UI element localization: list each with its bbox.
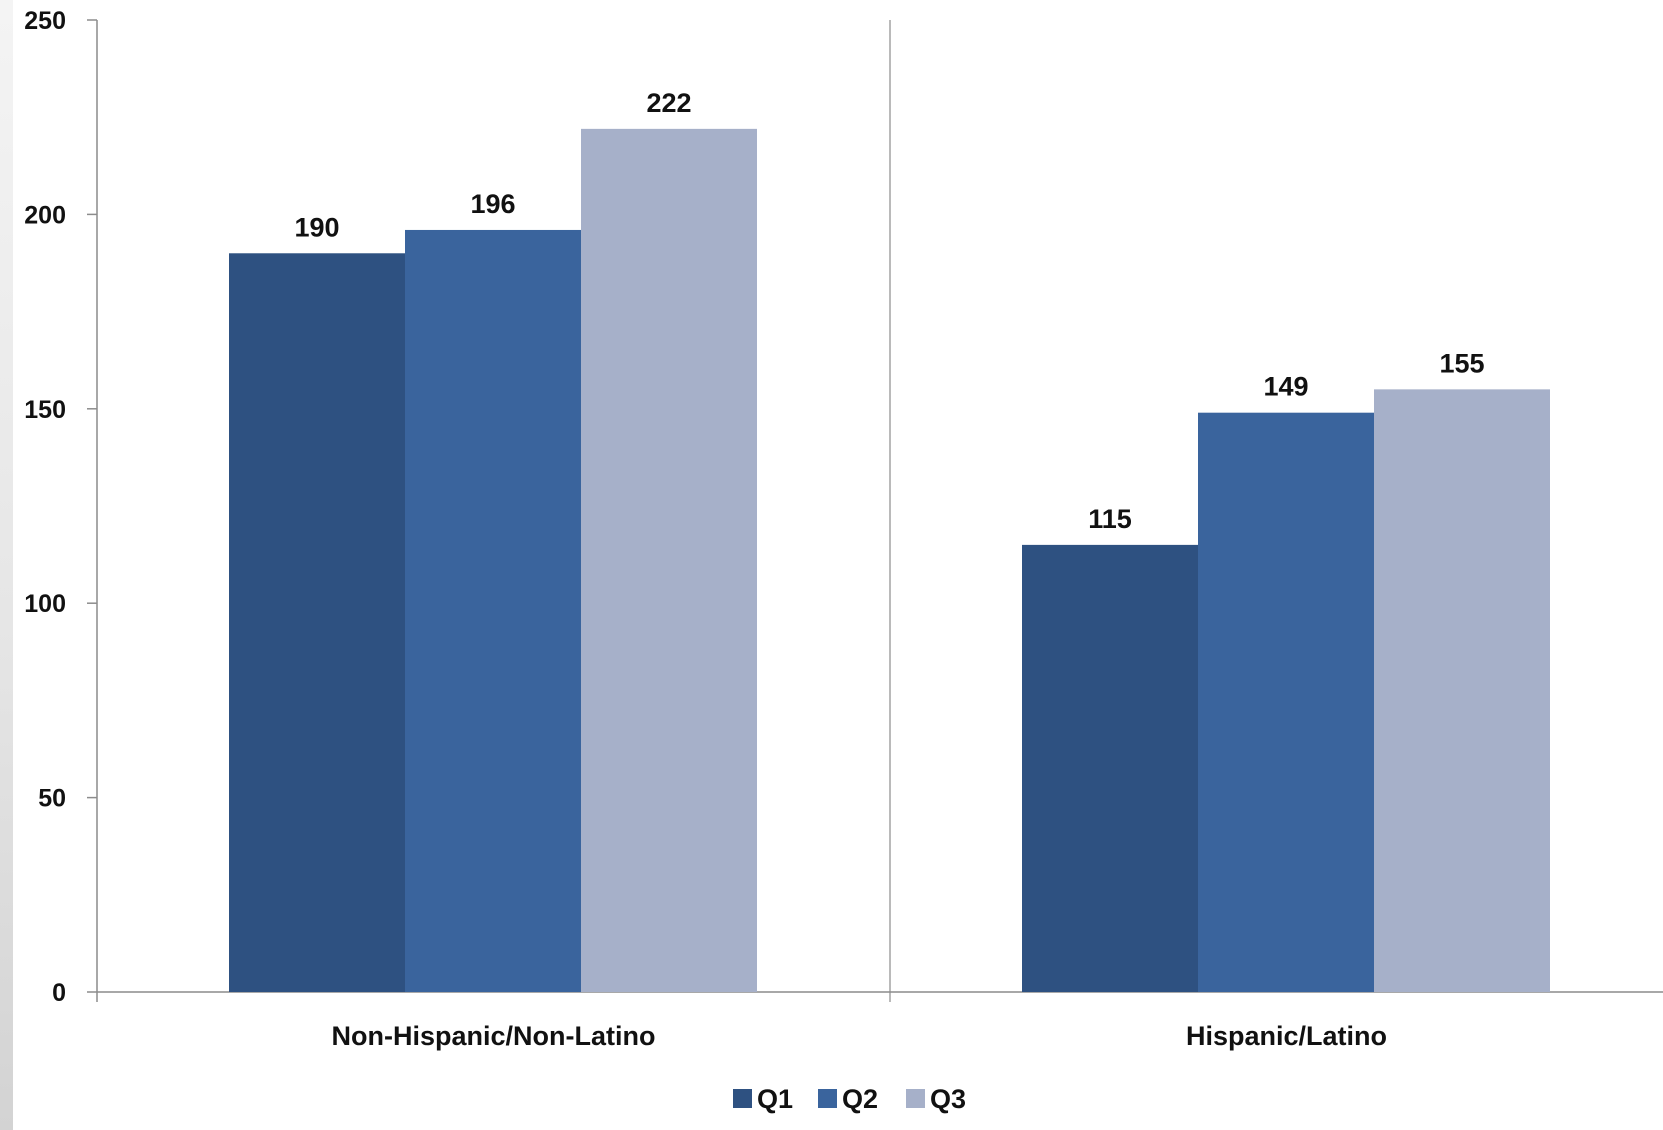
legend-swatch-q1 <box>733 1089 752 1108</box>
data-label: 155 <box>1439 348 1484 378</box>
legend: Q1 Q2 Q3 <box>733 1084 966 1114</box>
y-tick-label: 100 <box>24 590 66 618</box>
legend-swatch-q2 <box>818 1089 837 1108</box>
legend-label: Q1 <box>757 1084 793 1114</box>
bar-q1 <box>1022 544 1198 992</box>
data-label: 196 <box>470 189 515 219</box>
y-tick-label: 0 <box>52 979 66 1007</box>
bar-q3 <box>581 128 757 992</box>
bar-q2 <box>1198 412 1374 992</box>
data-label: 149 <box>1263 372 1308 402</box>
y-tick-label: 50 <box>38 785 66 813</box>
legend-label: Q3 <box>930 1084 966 1114</box>
y-tick-label: 200 <box>24 201 66 229</box>
y-tick-label: 150 <box>24 396 66 424</box>
x-category-label: Non-Hispanic/Non-Latino <box>332 1021 656 1051</box>
bar-q3 <box>1374 389 1550 992</box>
y-tick-label: 250 <box>24 7 66 35</box>
x-category-label: Hispanic/Latino <box>1186 1021 1387 1051</box>
data-label: 222 <box>646 88 691 118</box>
legend-label: Q2 <box>842 1084 878 1114</box>
bar-q2 <box>405 229 581 992</box>
data-label: 115 <box>1088 504 1132 534</box>
left-edge-shade <box>0 0 13 1130</box>
legend-swatch-q3 <box>906 1089 925 1108</box>
data-label: 190 <box>294 212 339 242</box>
bars <box>229 128 1550 992</box>
labels: 0 50 100 150 200 250 190 196 222 Non-Hispanic/Non… <box>24 7 1484 1051</box>
bar-q1 <box>229 253 405 992</box>
